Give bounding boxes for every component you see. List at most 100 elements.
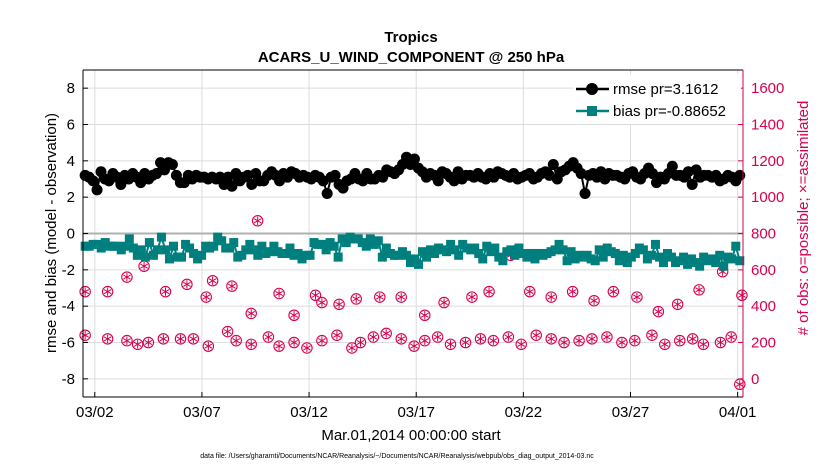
obs-possible-marker <box>395 291 407 303</box>
obs-point <box>674 334 686 347</box>
obs-point <box>483 285 495 298</box>
bias-point <box>506 245 516 255</box>
bias-point <box>610 248 620 258</box>
obs-point <box>354 336 367 349</box>
rmse-point <box>226 180 238 192</box>
obs-assimilated-mark <box>247 310 256 316</box>
obs-assimilated-mark <box>382 330 391 336</box>
tick-labels: 03/02 03/07 03/12 03/17 03/22 03/27 04/0186420… <box>62 80 785 421</box>
obs-assimilated-mark <box>547 336 556 342</box>
bias-point <box>152 245 162 255</box>
obs-possible-marker <box>131 338 144 351</box>
obs-assimilated-mark <box>532 332 541 338</box>
obs-point <box>79 329 91 341</box>
obs-assimilated-mark <box>275 343 283 349</box>
obs-point <box>226 280 238 292</box>
bias-point <box>249 245 259 255</box>
obs-possible-marker <box>159 285 172 298</box>
obs-possible-marker <box>273 287 285 300</box>
obs-possible-marker <box>601 331 613 343</box>
obs-point <box>629 334 641 347</box>
bias-point <box>269 241 279 251</box>
obs-possible-marker <box>202 340 215 352</box>
bias-point <box>646 250 656 260</box>
obs-assimilated-mark <box>440 299 448 306</box>
x-tick-label: 03/17 <box>397 404 435 421</box>
obs-possible-marker <box>187 333 200 345</box>
bias-point <box>474 248 484 258</box>
obs-assimilated-mark <box>232 338 241 344</box>
bias-point <box>590 256 600 266</box>
bias-point <box>719 261 729 271</box>
obs-point <box>502 331 515 343</box>
obs-point <box>288 336 300 349</box>
obs-point <box>121 271 133 283</box>
obs-assimilated-mark <box>738 292 746 298</box>
obs-point <box>616 336 628 349</box>
obs-assimilated-mark <box>489 338 498 344</box>
rmse-point <box>432 175 444 187</box>
obs-assimilated-mark <box>688 336 697 342</box>
legend-rmse-label: rmse pr=3.1612 <box>613 81 718 98</box>
obs-point <box>245 307 257 320</box>
obs-assimilated-mark <box>275 290 283 296</box>
y-left-tick-label: 0 <box>67 226 75 243</box>
obs-assimilated-mark <box>333 332 341 338</box>
obs-possible-marker <box>121 271 133 283</box>
x-tick-label: 04/01 <box>719 404 757 421</box>
obs-point <box>346 342 358 354</box>
bias-point <box>329 241 339 251</box>
y-left-tick-label: 2 <box>67 189 75 206</box>
obs-possible-marker <box>346 342 358 354</box>
obs-point <box>245 338 257 351</box>
obs-possible-marker <box>354 336 367 349</box>
obs-assimilated-mark <box>476 336 485 342</box>
bias-point <box>293 248 303 258</box>
legend-rmse-marker <box>586 83 598 95</box>
obs-possible-marker <box>714 336 727 349</box>
obs-assimilated-mark <box>446 341 455 347</box>
obs-point <box>631 291 643 303</box>
obs-point <box>101 285 114 298</box>
obs-assimilated-mark <box>303 345 311 351</box>
obs-possible-marker <box>121 334 133 347</box>
obs-point <box>138 260 150 272</box>
obs-point <box>367 331 380 343</box>
bias-point <box>257 241 267 251</box>
obs-point <box>395 333 407 345</box>
bias-point <box>189 248 199 258</box>
obs-assimilated-mark <box>352 296 361 302</box>
y-right-tick-label: 1200 <box>751 153 784 170</box>
bias-point <box>638 245 648 255</box>
obs-point <box>736 289 748 302</box>
obs-assimilated-mark <box>633 294 641 300</box>
obs-assimilated-mark <box>204 343 213 349</box>
obs-possible-marker <box>316 296 328 309</box>
obs-assimilated-mark <box>290 339 298 346</box>
obs-possible-marker <box>374 291 386 303</box>
obs-point <box>273 287 285 300</box>
bias-point <box>430 248 440 258</box>
obs-assimilated-mark <box>103 336 112 342</box>
rmse-point <box>686 178 698 190</box>
bias-point <box>478 254 488 264</box>
obs-point <box>646 329 658 341</box>
obs-possible-marker <box>616 336 628 349</box>
bias-point <box>413 259 423 269</box>
bias-point <box>530 254 540 264</box>
y-axis-left-label: rmse and bias (model - observation) <box>43 113 60 353</box>
obs-possible-marker <box>502 331 515 343</box>
bias-point <box>333 252 343 262</box>
bias-point <box>361 241 371 251</box>
obs-point <box>459 336 472 349</box>
obs-possible-marker <box>736 289 748 302</box>
obs-point <box>230 334 242 347</box>
bias-point <box>618 250 628 260</box>
y-axis-right-label: # of obs: o=possible; ×=assimilated <box>795 101 812 336</box>
bias-point <box>136 245 146 255</box>
obs-point <box>331 329 343 341</box>
bias-point <box>185 243 195 253</box>
bias-point <box>365 234 375 244</box>
obs-point <box>181 278 193 291</box>
obs-point <box>101 333 114 345</box>
